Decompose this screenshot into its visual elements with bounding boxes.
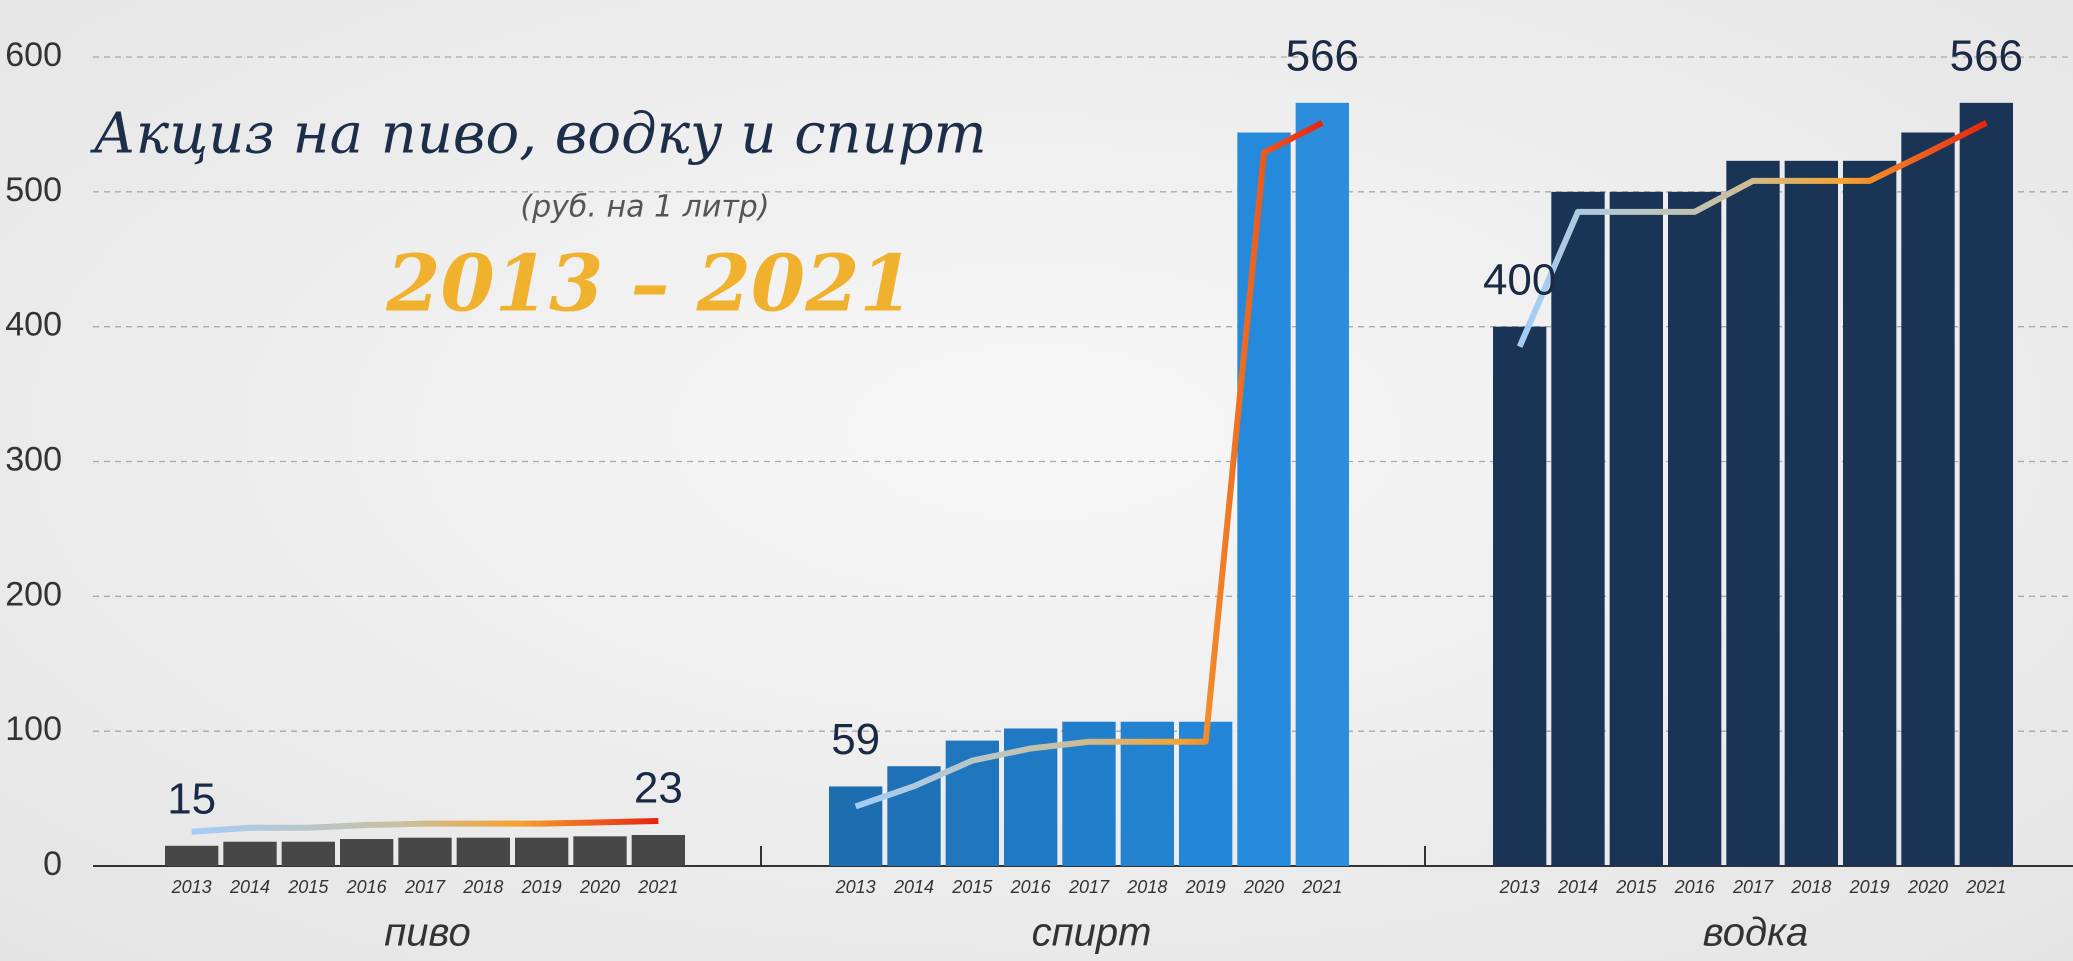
x-tick-label: 2015 xyxy=(951,877,993,897)
x-tick-label: 2016 xyxy=(1674,877,1716,897)
bar xyxy=(631,834,685,866)
bar xyxy=(1668,191,1722,867)
chart-subtitle: (руб. на 1 литр) xyxy=(520,190,769,225)
chart-period: 2013 – 2021 xyxy=(385,239,914,330)
bar xyxy=(340,839,394,866)
y-tick-label: 300 xyxy=(5,440,62,478)
bar xyxy=(1609,191,1663,867)
x-tick-label: 2015 xyxy=(1615,877,1657,897)
x-tick-label: 2014 xyxy=(893,877,934,897)
x-tick-label: 2021 xyxy=(637,877,678,897)
bar xyxy=(165,845,219,866)
x-tick-label: 2016 xyxy=(346,877,388,897)
bar xyxy=(456,837,510,866)
y-tick-label: 600 xyxy=(5,36,62,74)
y-tick-label: 100 xyxy=(5,710,62,748)
bar xyxy=(1726,160,1780,867)
x-tick-label: 2020 xyxy=(1243,877,1284,897)
x-tick-label: 2013 xyxy=(171,877,212,897)
x-tick-label: 2017 xyxy=(1068,877,1110,897)
x-tick-label: 2015 xyxy=(287,877,329,897)
x-tick-label: 2018 xyxy=(1126,877,1167,897)
x-tick-label: 2020 xyxy=(1907,877,1948,897)
trend-line xyxy=(191,817,659,835)
group-label: спирт xyxy=(1032,911,1152,955)
y-tick-label: 0 xyxy=(43,845,62,883)
x-tick-label: 2016 xyxy=(1010,877,1052,897)
value-label: 59 xyxy=(831,715,880,764)
bar xyxy=(573,836,627,866)
value-label: 15 xyxy=(167,774,216,823)
y-tick-label: 500 xyxy=(5,171,62,209)
x-tick-label: 2013 xyxy=(1499,877,1540,897)
value-label: 23 xyxy=(634,764,683,813)
bar xyxy=(223,841,277,866)
bar xyxy=(887,766,941,866)
trend-line xyxy=(1516,120,1988,348)
x-tick-label: 2019 xyxy=(521,877,562,897)
group-label: водка xyxy=(1703,911,1809,955)
x-tick-label: 2017 xyxy=(404,877,446,897)
bar xyxy=(1843,160,1897,867)
x-tick-label: 2013 xyxy=(835,877,876,897)
x-tick-label: 2018 xyxy=(462,877,503,897)
bar xyxy=(398,837,452,866)
bar xyxy=(1901,132,1955,867)
x-tick-label: 2021 xyxy=(1965,877,2006,897)
value-label: 400 xyxy=(1483,255,1556,304)
x-tick-label: 2019 xyxy=(1849,877,1890,897)
bar xyxy=(281,841,335,866)
bar xyxy=(1959,102,2013,867)
bar xyxy=(1295,102,1349,867)
chart-title: Акциз на пиво, водку и спирт xyxy=(89,102,986,167)
y-tick-label: 200 xyxy=(5,575,62,613)
value-label: 566 xyxy=(1950,31,2023,80)
bar xyxy=(1784,160,1838,867)
bar xyxy=(1493,326,1547,867)
bar xyxy=(515,837,569,866)
y-tick-label: 400 xyxy=(5,306,62,344)
bar xyxy=(1551,191,1605,867)
trend-line xyxy=(854,120,1324,810)
x-tick-label: 2014 xyxy=(1557,877,1598,897)
x-tick-label: 2017 xyxy=(1732,877,1774,897)
bar xyxy=(1120,721,1174,866)
bar xyxy=(1237,132,1291,867)
plot: 0 100 200 300 400 500 600 2013 2014 2015 2016 2017 2… xyxy=(5,31,2073,955)
x-tick-label: 2014 xyxy=(229,877,270,897)
bar xyxy=(1179,721,1233,866)
group-label: пиво xyxy=(384,911,471,955)
value-label: 566 xyxy=(1286,31,1359,80)
x-tick-label: 2020 xyxy=(579,877,620,897)
x-tick-label: 2018 xyxy=(1790,877,1831,897)
x-tick-label: 2021 xyxy=(1301,877,1342,897)
x-tick-label: 2019 xyxy=(1185,877,1226,897)
